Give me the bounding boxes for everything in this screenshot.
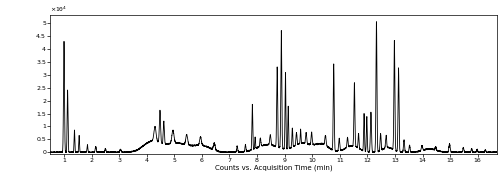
X-axis label: Counts vs. Acquisition Time (min): Counts vs. Acquisition Time (min) <box>214 164 332 171</box>
Text: $\times$10$^{4}$: $\times$10$^{4}$ <box>50 5 67 14</box>
